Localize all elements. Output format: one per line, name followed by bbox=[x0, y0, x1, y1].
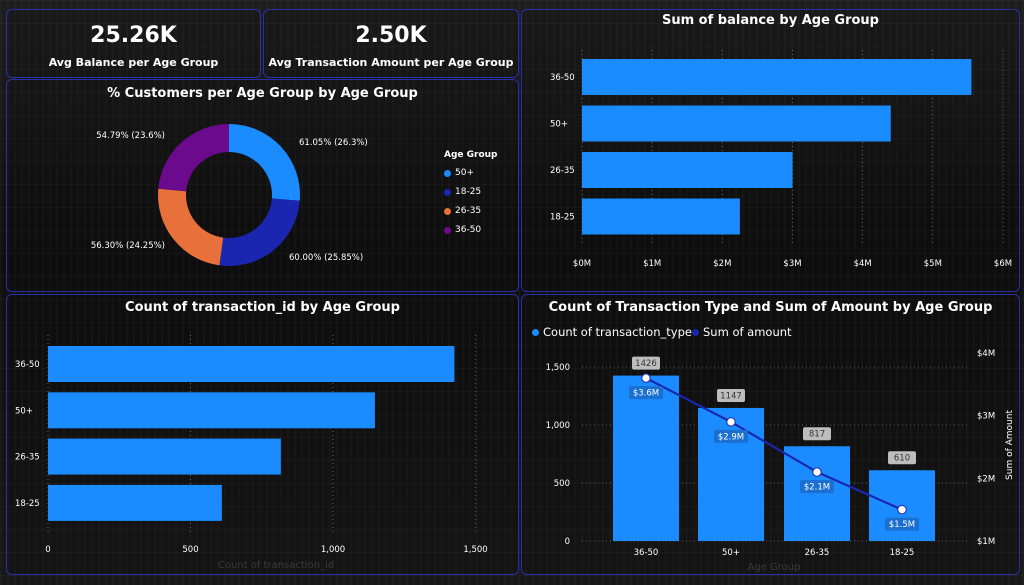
bar-data-label: 1147 bbox=[720, 391, 742, 401]
donut-data-label: 60.00% (25.85%) bbox=[289, 253, 363, 263]
x-tick-label: $1M bbox=[643, 259, 661, 269]
kpi-value: 25.26K bbox=[7, 23, 260, 48]
kpi-label: Avg Balance per Age Group bbox=[7, 56, 260, 69]
line-data-label: $1.5M bbox=[889, 520, 915, 530]
combo-chart[interactable]: 0 500 1,000 1,500 $1M $2M $3M $4M Sum of Amount 3… bbox=[522, 295, 1020, 575]
line-point-50+ bbox=[727, 418, 735, 426]
donut-slice-50+ bbox=[229, 124, 300, 201]
line-data-label: $3.6M bbox=[633, 389, 659, 399]
legend-label: 36-50 bbox=[455, 225, 481, 235]
x-axis-label: Count of transaction_id bbox=[218, 560, 334, 571]
kpi-value: 2.50K bbox=[264, 23, 518, 48]
y-right-axis-label: Sum of Amount bbox=[1005, 410, 1015, 480]
bar-data-label: 1426 bbox=[635, 359, 657, 369]
x-category-label: 26-35 bbox=[805, 548, 830, 558]
y-right-tick-label: $2M bbox=[977, 474, 995, 484]
bar-18-25 bbox=[48, 485, 222, 521]
x-tick-label: 0 bbox=[45, 545, 50, 555]
legend-dot bbox=[444, 227, 451, 234]
legend-item-50+[interactable]: 50+ bbox=[444, 168, 474, 178]
x-category-label: 18-25 bbox=[890, 548, 915, 558]
donut-chart-panel[interactable]: % Customers per Age Group by Age Group 6… bbox=[6, 79, 519, 292]
bar-data-label: 817 bbox=[809, 430, 825, 440]
combo-chart-panel[interactable]: Count of Transaction Type and Sum of Amo… bbox=[521, 294, 1020, 575]
bar-data-label: 610 bbox=[894, 454, 910, 464]
x-tick-label: 500 bbox=[182, 545, 198, 555]
y-left-tick-label: 0 bbox=[565, 537, 570, 547]
y-category-label: 26-35 bbox=[15, 453, 40, 463]
donut-slice-36-50 bbox=[158, 124, 229, 191]
legend-item-36-50[interactable]: 36-50 bbox=[444, 225, 481, 235]
bar-36-50 bbox=[48, 346, 454, 382]
legend-label: 50+ bbox=[455, 168, 474, 178]
bar-26-35 bbox=[48, 439, 281, 475]
legend-dot bbox=[444, 208, 451, 215]
kpi-card-avg-transaction: 2.50K Avg Transaction Amount per Age Gro… bbox=[263, 9, 519, 78]
legend-item-26-35[interactable]: 26-35 bbox=[444, 206, 481, 216]
x-axis-label: Age Group bbox=[748, 562, 801, 573]
line-data-label: $2.9M bbox=[718, 432, 744, 442]
legend-title: Age Group bbox=[444, 150, 498, 160]
x-tick-label: $0M bbox=[573, 259, 591, 269]
legend-item-18-25[interactable]: 18-25 bbox=[444, 187, 481, 197]
donut-data-label: 56.30% (24.25%) bbox=[91, 241, 165, 251]
bar-50+ bbox=[582, 106, 891, 142]
donut-data-label: 61.05% (26.3%) bbox=[299, 138, 368, 148]
x-tick-label: $3M bbox=[783, 259, 801, 269]
y-category-label: 26-35 bbox=[550, 166, 575, 176]
bar-26-35 bbox=[784, 446, 850, 541]
y-left-tick-label: 500 bbox=[554, 479, 570, 489]
y-left-tick-label: 1,500 bbox=[546, 363, 570, 373]
y-category-label: 50+ bbox=[550, 120, 568, 130]
legend-label: 26-35 bbox=[455, 206, 481, 216]
y-category-label: 50+ bbox=[15, 406, 33, 416]
donut-data-label: 54.79% (23.6%) bbox=[96, 131, 165, 141]
y-left-tick-label: 1,000 bbox=[546, 421, 570, 431]
balance-chart-panel[interactable]: Sum of balance by Age Group $0M $1M $2M $3M… bbox=[521, 9, 1020, 292]
y-category-label: 18-25 bbox=[15, 499, 40, 509]
kpi-card-avg-balance: 25.26K Avg Balance per Age Group bbox=[6, 9, 261, 78]
y-category-label: 36-50 bbox=[550, 73, 575, 83]
y-right-tick-label: $3M bbox=[977, 412, 995, 422]
bar-36-50 bbox=[582, 59, 971, 95]
bar-50+ bbox=[698, 408, 764, 541]
bar-18-25 bbox=[582, 199, 740, 235]
donut-slice-18-25 bbox=[219, 199, 299, 266]
x-category-label: 50+ bbox=[722, 548, 740, 558]
legend-dot bbox=[444, 170, 451, 177]
line-data-label: $2.1M bbox=[804, 483, 830, 493]
x-tick-label: 1,000 bbox=[321, 545, 345, 555]
bar-50+ bbox=[48, 392, 375, 428]
bar-26-35 bbox=[582, 152, 793, 188]
x-tick-label: $4M bbox=[854, 259, 872, 269]
x-tick-label: $5M bbox=[924, 259, 942, 269]
donut-chart[interactable]: 61.05% (26.3%) 60.00% (25.85%) 56.30% (24.… bbox=[7, 80, 519, 292]
legend-label: 18-25 bbox=[455, 187, 481, 197]
y-right-tick-label: $4M bbox=[977, 349, 995, 359]
y-category-label: 36-50 bbox=[15, 360, 40, 370]
balance-bar-chart[interactable]: $0M $1M $2M $3M $4M $5M $6M 36-50 50+ 26-35 18-25 bbox=[522, 10, 1020, 292]
line-point-36-50 bbox=[642, 374, 650, 382]
kpi-label: Avg Transaction Amount per Age Group bbox=[264, 56, 518, 69]
x-tick-label: 1,500 bbox=[463, 545, 487, 555]
line-point-26-35 bbox=[813, 468, 821, 476]
bar-36-50 bbox=[613, 376, 679, 541]
y-category-label: 18-25 bbox=[550, 213, 575, 223]
donut-slice-26-35 bbox=[158, 189, 223, 266]
x-tick-label: $6M bbox=[994, 259, 1012, 269]
line-sum-of-amount bbox=[646, 378, 902, 510]
x-category-label: 36-50 bbox=[634, 548, 659, 558]
txn-chart-panel[interactable]: Count of transaction_id by Age Group 0 50… bbox=[6, 294, 519, 575]
x-tick-label: $2M bbox=[713, 259, 731, 269]
legend-dot bbox=[444, 189, 451, 196]
y-right-tick-label: $1M bbox=[977, 537, 995, 547]
line-point-18-25 bbox=[898, 505, 906, 513]
